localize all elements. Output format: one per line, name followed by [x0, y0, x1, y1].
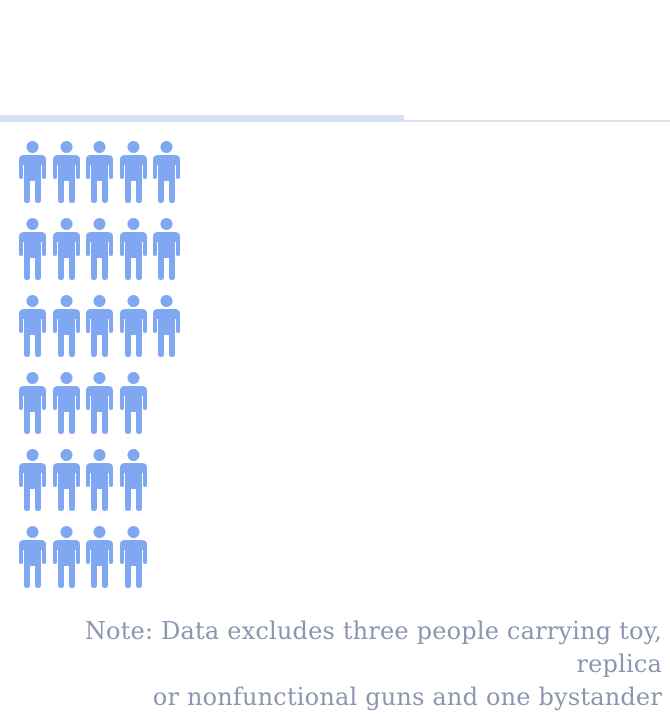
person-icon: [52, 526, 80, 588]
person-icon: [52, 449, 80, 511]
note-line-1: Note: Data excludes three people carryin…: [84, 617, 662, 678]
person-icon: [52, 295, 80, 357]
person-icon: [153, 141, 180, 203]
pictogram-row: [19, 526, 153, 588]
person-icon: [119, 372, 147, 434]
pictogram-row: [19, 141, 187, 203]
person-icon: [153, 295, 180, 357]
person-icon: [19, 526, 46, 588]
person-icon: [119, 449, 147, 511]
person-icon: [19, 218, 46, 280]
person-icon: [19, 295, 46, 357]
person-icon: [119, 295, 147, 357]
person-icon: [119, 141, 147, 203]
person-icon: [153, 218, 180, 280]
person-icon: [19, 141, 46, 203]
person-icon: [119, 218, 147, 280]
person-icon: [86, 141, 113, 203]
chart-note: Note: Data excludes three people carryin…: [2, 615, 662, 714]
person-icon: [52, 218, 80, 280]
pictogram-row: [19, 449, 153, 511]
person-icon: [19, 449, 46, 511]
person-icon: [86, 449, 113, 511]
person-icon: [119, 526, 147, 588]
person-icon: [86, 372, 113, 434]
person-icon: [19, 372, 46, 434]
pictogram-row: [19, 372, 153, 434]
person-icon: [86, 218, 113, 280]
person-icon: [52, 141, 80, 203]
divider-thick: [0, 115, 404, 122]
pictogram-row: [19, 295, 187, 357]
pictogram-row: [19, 218, 187, 280]
person-icon: [52, 372, 80, 434]
person-icon: [86, 295, 113, 357]
person-icon: [86, 526, 113, 588]
